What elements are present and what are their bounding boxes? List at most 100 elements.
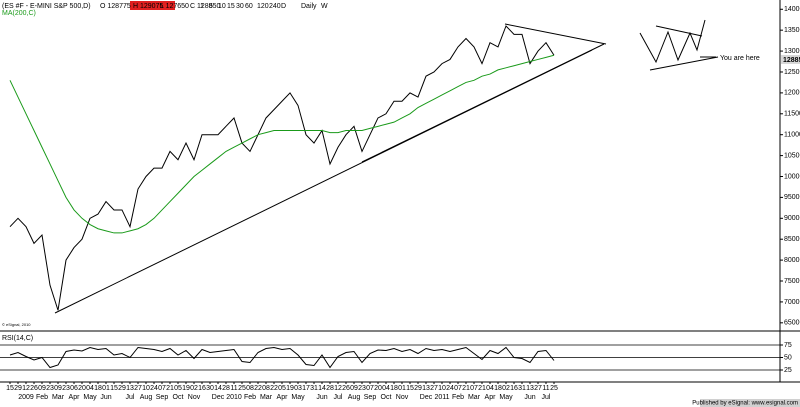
y-tick-label: 70000: [784, 299, 800, 306]
x-tick-label: 28: [326, 385, 334, 392]
x-tick-label: 03: [294, 385, 302, 392]
x-month-label: Feb: [36, 394, 48, 401]
x-tick-label: 20: [374, 385, 382, 392]
y-tick-label: 125000: [784, 69, 800, 76]
x-month-label: Nov: [396, 394, 409, 401]
x-tick-label: 15: [406, 385, 414, 392]
x-tick-label: 25: [238, 385, 246, 392]
x-tick-label: 21: [166, 385, 174, 392]
x-tick-label: 23: [62, 385, 70, 392]
y-tick-label: 105000: [784, 152, 800, 159]
toolbar-button[interactable]: 1: [200, 3, 204, 10]
series-line: [9, 54, 555, 234]
x-month-label: Nov: [188, 394, 201, 401]
x-tick-label: 07: [454, 385, 462, 392]
x-month-label: May: [291, 394, 305, 401]
x-tick-label: 13: [526, 385, 534, 392]
x-tick-label: 09: [350, 385, 358, 392]
x-tick-label: 23: [46, 385, 54, 392]
trendlines: [54, 23, 607, 314]
y-tick-label: 135000: [784, 27, 800, 34]
x-month-label: Feb: [452, 394, 464, 401]
y-tick-label: 80000: [784, 257, 800, 264]
x-month-label: 2010: [226, 394, 242, 401]
x-tick-label: 23: [358, 385, 366, 392]
toolbar-button[interactable]: 120: [257, 3, 269, 10]
y-tick-label: 90000: [784, 215, 800, 222]
x-tick-label: 12: [22, 385, 30, 392]
x-tick-label: 19: [182, 385, 190, 392]
toolbar-button[interactable]: 240: [269, 3, 281, 10]
x-tick-label: 04: [86, 385, 94, 392]
chart-title: (ES #F - E-MINI S&P 500,D): [2, 3, 91, 10]
x-tick-label: 05: [278, 385, 286, 392]
x-tick-label: 09: [54, 385, 62, 392]
x-tick-label: 18: [94, 385, 102, 392]
x-tick-label: 08: [246, 385, 254, 392]
x-tick-label: 13: [126, 385, 134, 392]
x-tick-label: 29: [14, 385, 22, 392]
y-tick-label: 75: [784, 342, 792, 349]
y-tick-label: 95000: [784, 194, 800, 201]
x-tick-label: 04: [382, 385, 390, 392]
series-line: [9, 25, 555, 311]
toolbar-button[interactable]: 5: [209, 3, 213, 10]
x-tick-label: 25: [550, 385, 558, 392]
x-month-label: Oct: [173, 394, 184, 401]
x-tick-label: 11: [542, 385, 549, 392]
annotation: You are here: [720, 55, 760, 62]
toolbar-button[interactable]: 10: [218, 3, 226, 10]
y-tick-label: 50: [784, 354, 792, 361]
x-tick-label: 12: [334, 385, 342, 392]
x-month-label: Jun: [316, 394, 327, 401]
y-tick-label: 100000: [784, 173, 800, 180]
x-tick-label: 15: [110, 385, 118, 392]
x-tick-label: 06: [70, 385, 78, 392]
x-tick-label: 27: [430, 385, 438, 392]
x-tick-label: 14: [214, 385, 222, 392]
ohlc-label: O 128775: [100, 3, 131, 10]
x-tick-label: 26: [342, 385, 350, 392]
x-tick-label: 27: [134, 385, 142, 392]
x-month-label: Jul: [126, 394, 135, 401]
toolbar-button[interactable]: 30: [236, 3, 244, 10]
x-tick-label: 10: [142, 385, 150, 392]
x-month-label: Oct: [381, 394, 392, 401]
toolbar-button[interactable]: Daily: [301, 3, 317, 10]
x-tick-label: 27: [534, 385, 542, 392]
x-tick-label: 24: [150, 385, 158, 392]
x-tick-label: 01: [102, 385, 110, 392]
toolbar-button[interactable]: W: [321, 3, 328, 10]
x-tick-label: 13: [422, 385, 430, 392]
toolbar-button[interactable]: 60: [245, 3, 253, 10]
ohlc-label: H 129075: [133, 3, 163, 10]
x-tick-label: 04: [486, 385, 494, 392]
x-tick-label: 01: [398, 385, 406, 392]
last-price-box: [781, 55, 800, 64]
x-month-label: Sep: [364, 394, 377, 401]
toolbar-button[interactable]: D: [281, 3, 286, 10]
y-tick-label: 130000: [784, 48, 800, 55]
x-month-label: Jun: [524, 394, 535, 401]
x-tick-label: 26: [30, 385, 38, 392]
x-tick-label: 02: [502, 385, 510, 392]
x-tick-label: 07: [470, 385, 478, 392]
y-tick-label: 115000: [784, 111, 800, 118]
x-tick-label: 18: [390, 385, 398, 392]
x-month-label: 2011: [434, 394, 449, 401]
x-tick-label: 20: [78, 385, 86, 392]
toolbar-button[interactable]: 15: [227, 3, 235, 10]
x-tick-label: 21: [462, 385, 470, 392]
x-tick-label: 14: [318, 385, 326, 392]
x-tick-label: 16: [198, 385, 206, 392]
x-tick-label: 22: [270, 385, 278, 392]
x-tick-label: 24: [446, 385, 454, 392]
ohlc-label: C 128850: [190, 3, 220, 10]
x-tick-label: 05: [174, 385, 182, 392]
x-tick-label: 02: [190, 385, 198, 392]
x-month-label: Aug: [140, 394, 153, 401]
x-month-label: May: [83, 394, 97, 401]
x-month-label: Aug: [348, 394, 361, 401]
